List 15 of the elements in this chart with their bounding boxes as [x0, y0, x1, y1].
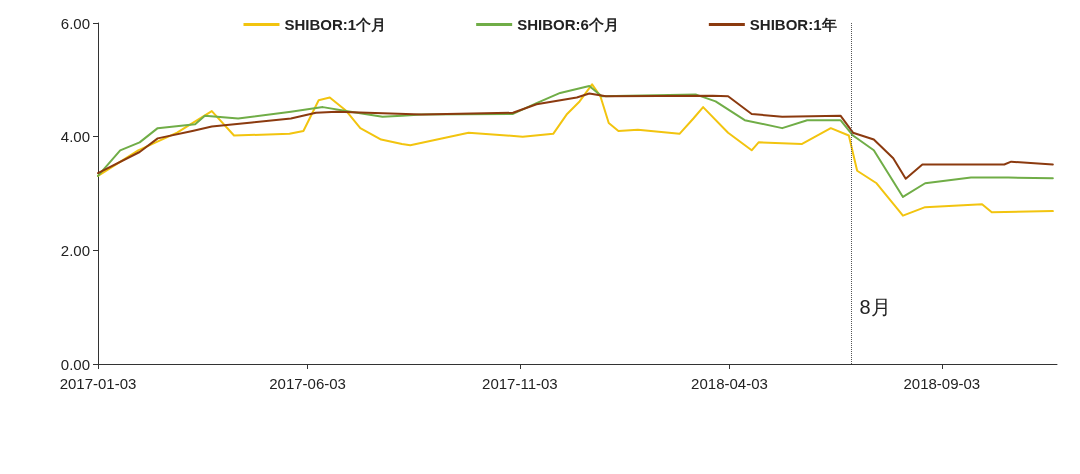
ref-line-label: 8月	[859, 296, 891, 319]
x-tick-label: 2018-04-03	[691, 375, 768, 392]
y-tick-label: 2.00	[60, 241, 90, 259]
x-tick-label: 2017-11-03	[482, 375, 558, 392]
y-tick-label: 6.00	[60, 14, 90, 32]
x-tick-label: 2018-09-03	[903, 375, 981, 392]
x-tick-label: 2017-01-03	[59, 375, 137, 392]
x-tick-label: 2017-06-03	[269, 375, 346, 392]
y-tick-label: 0.00	[60, 355, 90, 373]
line-series	[97, 85, 1054, 198]
y-tick-label: 4.00	[60, 128, 90, 146]
legend-label: SHIBOR:1个月	[284, 16, 387, 33]
legend-label: SHIBOR:6个月	[517, 16, 619, 33]
line-series	[97, 92, 1054, 180]
legend-label: SHIBOR:1年	[749, 16, 837, 33]
